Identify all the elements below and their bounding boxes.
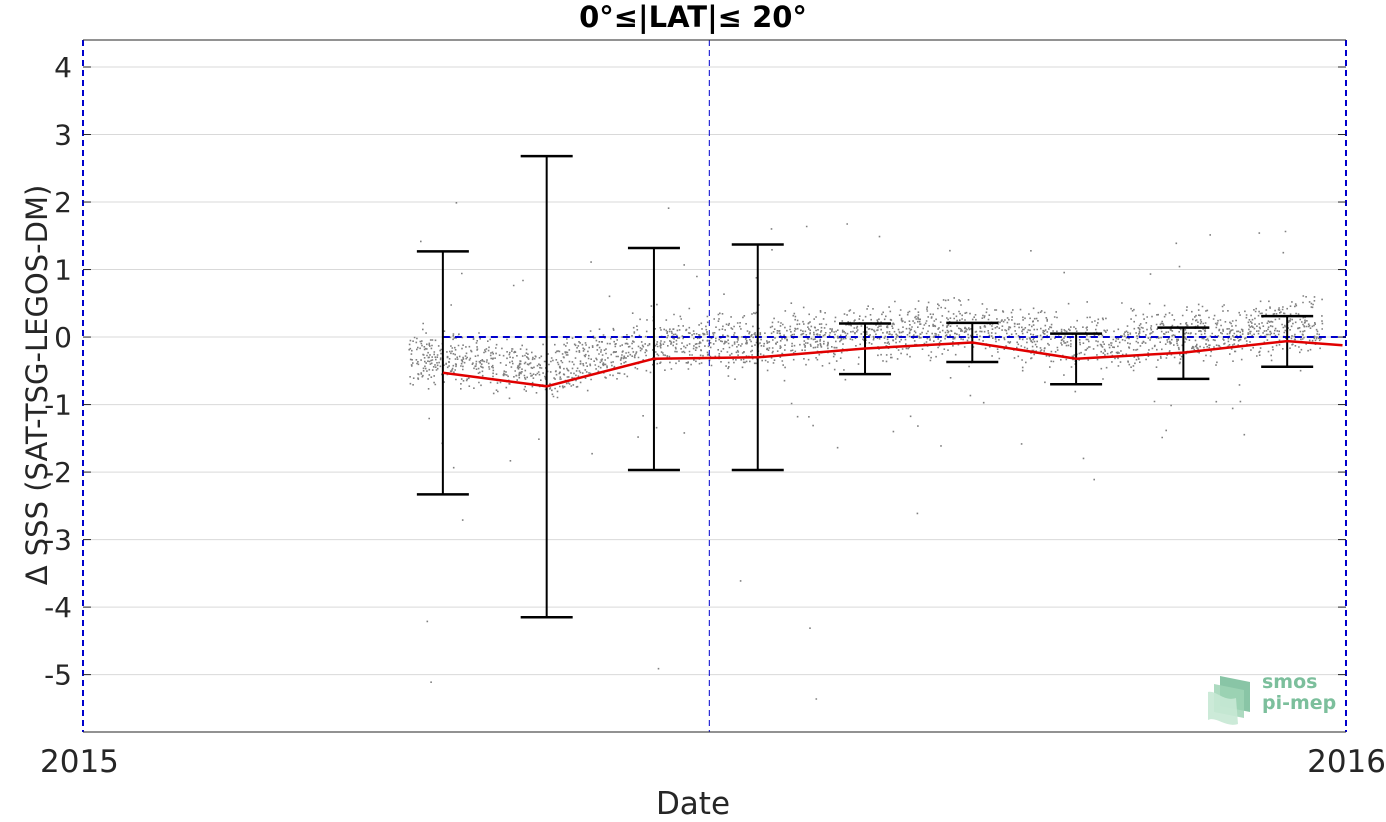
y-tick-label: 0	[54, 321, 72, 354]
y-tick-label: 1	[54, 254, 72, 287]
tick-labels: 4 3 2 1 0 -1 -2 -3 -4 -5 2015 2016	[40, 51, 1386, 780]
y-tick-label: -1	[44, 389, 72, 422]
error-bar	[416, 250, 469, 496]
scatter-point-cloud	[408, 202, 1324, 700]
reference-lines	[82, 40, 1347, 732]
mean-line-layer	[442, 339, 1343, 388]
y-tick-label: 2	[54, 186, 72, 219]
smos-pimep-logo: smos pi-mep	[1206, 671, 1346, 726]
logo-text-pimep: pi-mep	[1262, 692, 1337, 714]
y-tick-label: -3	[44, 524, 72, 557]
grid-lines	[83, 66, 1346, 676]
mean-line	[442, 339, 1343, 388]
y-axis-label: Δ SSS (SAT-TSG-LEGOS-DM)	[20, 184, 54, 586]
x-tick-label: 2016	[1307, 744, 1386, 780]
logo-text-smos: smos	[1262, 671, 1318, 693]
x-axis-label: Date	[655, 786, 731, 822]
y-tick-label: 3	[54, 119, 72, 152]
plot-frame	[83, 39, 1346, 733]
x-tick-label: 2015	[40, 744, 119, 780]
y-tick-label: -2	[44, 456, 72, 489]
logo-waves-icon	[1208, 676, 1250, 725]
scatter-points	[408, 202, 1324, 700]
error-bars	[416, 154, 1314, 619]
y-tick-label: -5	[44, 659, 72, 692]
chart-title: 0°≤|LAT|≤ 20°	[579, 0, 807, 34]
y-tick-label: -4	[44, 591, 72, 624]
y-tick-label: 4	[54, 51, 72, 84]
